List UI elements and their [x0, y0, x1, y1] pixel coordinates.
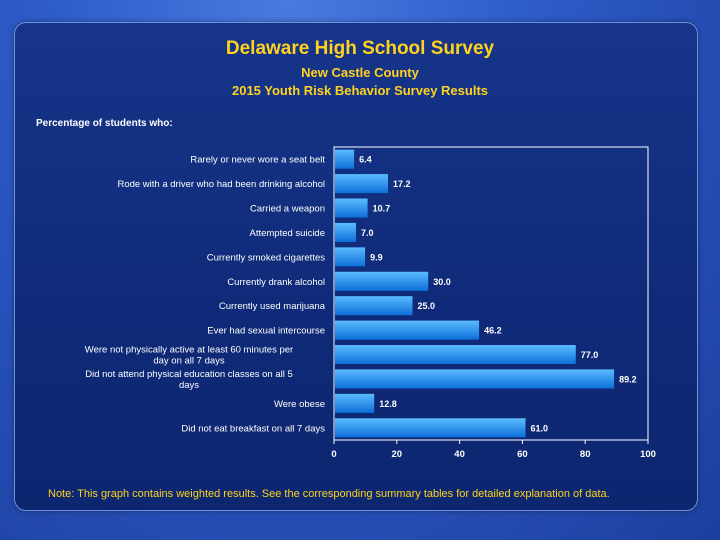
x-tick-label: 40	[454, 449, 465, 460]
chart-title: Delaware High School Survey	[225, 38, 495, 59]
x-tick-label: 0	[331, 449, 336, 460]
data-label: 12.8	[379, 399, 397, 409]
x-tick-label: 100	[640, 449, 656, 460]
category-label: Did not attend physical education classe…	[85, 369, 293, 391]
bar	[335, 247, 366, 267]
bar	[335, 149, 355, 169]
chart-subheading: Percentage of students who:	[36, 118, 173, 129]
bar	[335, 222, 356, 242]
footnote: Note: This graph contains weighted resul…	[48, 488, 610, 500]
bar	[335, 296, 413, 316]
category-label: Were not physically active at least 60 m…	[85, 345, 293, 367]
bar	[335, 393, 375, 413]
plot-area	[333, 146, 649, 441]
data-label: 17.2	[393, 179, 411, 189]
category-label: Ever had sexual intercourse	[207, 326, 325, 337]
x-tick-label: 20	[392, 449, 403, 460]
data-label: 7.0	[361, 228, 374, 238]
bar	[335, 369, 615, 389]
category-label: Rarely or never wore a seat belt	[190, 155, 325, 166]
category-label: Carried a weapon	[250, 204, 325, 215]
bar	[335, 271, 429, 291]
bar	[335, 320, 480, 340]
chart-subtitle: New Castle County	[301, 65, 419, 80]
data-label: 30.0	[433, 277, 451, 287]
bar	[335, 198, 368, 218]
data-label: 6.4	[359, 155, 372, 165]
category-label: Currently drank alcohol	[227, 277, 325, 288]
data-label: 9.9	[370, 252, 383, 262]
category-label: Were obese	[274, 399, 325, 410]
category-label: Did not eat breakfast on all 7 days	[181, 423, 325, 434]
bar	[335, 174, 389, 194]
data-label: 61.0	[531, 423, 549, 433]
category-label: Currently smoked cigarettes	[207, 252, 326, 263]
category-label: Attempted suicide	[249, 228, 325, 239]
data-label: 46.2	[484, 326, 502, 336]
data-label: 25.0	[418, 301, 436, 311]
data-label: 89.2	[619, 374, 637, 384]
x-tick-label: 60	[517, 449, 528, 460]
data-label: 77.0	[581, 350, 599, 360]
bar	[335, 345, 576, 365]
category-label: Rode with a driver who had been drinking…	[117, 179, 325, 190]
data-label: 10.7	[373, 204, 391, 214]
x-tick-label: 80	[580, 449, 591, 460]
chart-subtitle-2: 2015 Youth Risk Behavior Survey Results	[231, 83, 488, 98]
bar	[335, 418, 526, 438]
category-label: Currently used marijuana	[219, 301, 326, 312]
